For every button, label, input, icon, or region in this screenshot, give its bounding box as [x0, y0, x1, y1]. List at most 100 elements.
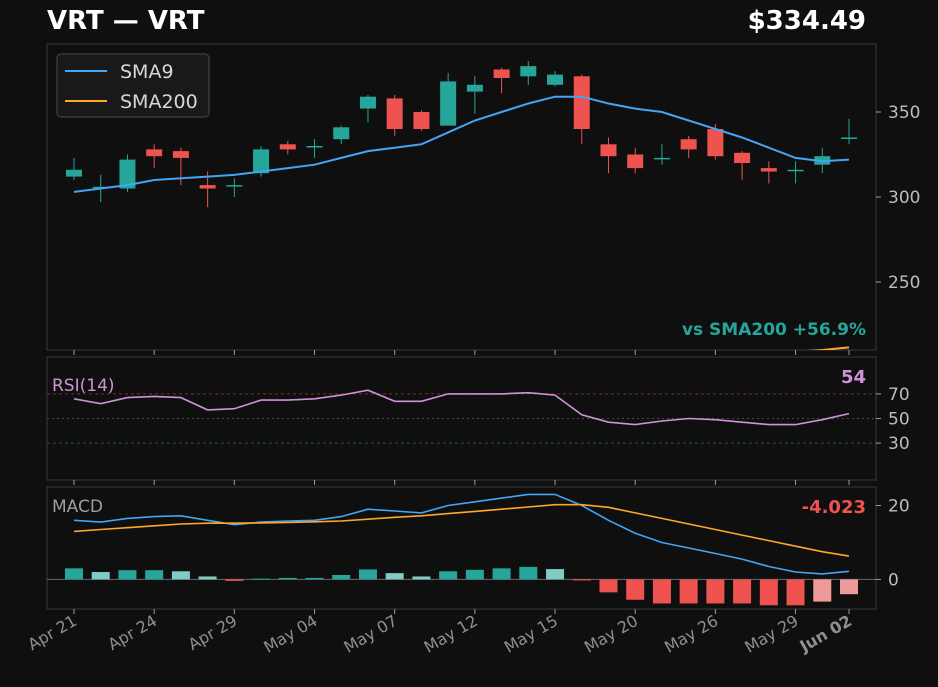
candle — [386, 95, 403, 136]
rsi-panel: 30 50 70 RSI(14) 54 — [46, 356, 910, 481]
macd-histogram-bar — [519, 566, 538, 580]
candle-body — [653, 157, 670, 160]
rsi-ytick-label: 30 — [888, 434, 910, 454]
macd-histogram-bar — [118, 570, 137, 580]
date-tick-label: May 12 — [421, 611, 481, 657]
candle-body — [734, 152, 751, 163]
candle — [226, 178, 243, 197]
date-tick-label: Jun 02 — [796, 611, 855, 656]
macd-ytick-label: 20 — [888, 496, 910, 516]
candle — [734, 151, 751, 180]
candle-body — [600, 144, 617, 157]
candle — [547, 71, 564, 87]
price-ytick-label: 250 — [888, 273, 920, 293]
candle-body — [119, 159, 136, 189]
candle — [146, 144, 163, 169]
candle-body — [440, 81, 457, 126]
rsi-panel-frame — [46, 356, 877, 481]
macd-histogram-bar — [759, 579, 778, 606]
candle — [440, 72, 457, 126]
macd-histogram-bar — [358, 569, 377, 580]
macd-histogram-bar — [171, 571, 190, 580]
sma200-annotation: vs SMA200 +56.9% — [682, 320, 866, 340]
date-tick-label: May 07 — [341, 611, 401, 657]
macd-histogram-bar — [679, 579, 698, 604]
macd-histogram-bar — [65, 568, 83, 580]
candle — [841, 118, 857, 145]
macd-histogram-bar — [733, 579, 752, 604]
macd-histogram-bar — [145, 570, 164, 580]
candle — [306, 139, 323, 158]
macd-current: -4.023 — [802, 497, 866, 518]
macd-histogram-bar — [840, 579, 858, 595]
candle — [333, 125, 350, 145]
candle-body — [493, 69, 510, 78]
candle-body — [841, 137, 857, 139]
candle — [359, 95, 376, 123]
macd-histogram-bar — [225, 579, 244, 581]
candle-body — [707, 129, 724, 157]
candle-body — [333, 127, 350, 140]
date-tick-label: Apr 29 — [185, 611, 241, 654]
rsi-line — [73, 389, 850, 426]
macd-histogram-bar — [439, 571, 458, 580]
macd-histogram-bar — [492, 568, 511, 580]
candle-body — [760, 168, 777, 172]
candle — [760, 161, 777, 184]
price-ytick-label: 350 — [888, 103, 920, 123]
candle — [520, 61, 537, 85]
macd-panel: 0 20 MACD -4.023 — [46, 486, 910, 610]
macd-histogram-bar — [198, 576, 217, 580]
macd-panel-frame — [46, 486, 877, 610]
legend-label: SMA9 — [120, 61, 174, 83]
candle-body — [573, 76, 590, 129]
candle — [279, 140, 296, 155]
date-tick-label: Apr 21 — [24, 611, 80, 654]
sma9-line — [73, 95, 850, 193]
candle — [413, 110, 430, 131]
rsi-label: RSI(14) — [52, 376, 115, 396]
macd-ytick-label: 0 — [888, 570, 899, 590]
date-tick-label: May 15 — [501, 611, 561, 657]
candle-body — [413, 112, 430, 129]
macd-histogram-bar — [626, 579, 645, 600]
legend: SMA9 SMA200 — [56, 53, 210, 118]
date-tick-label: May 29 — [741, 611, 801, 657]
candle-body — [787, 169, 804, 172]
macd-label: MACD — [52, 497, 103, 517]
rsi-current: 54 — [841, 367, 866, 388]
date-tick-label: May 04 — [260, 611, 320, 657]
candle — [787, 161, 804, 184]
macd-histogram-bar — [465, 569, 484, 580]
macd-histogram-bar — [385, 573, 404, 580]
candle — [653, 144, 670, 165]
candle-body — [680, 139, 697, 150]
rsi-ytick-label: 50 — [888, 410, 910, 430]
candle-body — [306, 146, 323, 148]
candle — [466, 76, 483, 114]
chart-title: VRT — VRT — [47, 6, 205, 36]
candle-body — [146, 149, 163, 157]
price-ytick-label: 300 — [888, 188, 920, 208]
candle — [600, 137, 617, 174]
candle-body — [66, 169, 82, 177]
current-price: $334.49 — [747, 6, 866, 36]
macd-histogram-bar — [813, 579, 832, 602]
candle — [627, 147, 644, 174]
macd-histogram-bar — [599, 579, 618, 593]
macd-histogram-bar — [546, 569, 565, 580]
macd-histogram-bar — [91, 572, 110, 580]
candle-body — [279, 144, 296, 150]
rsi-ytick-label: 70 — [888, 385, 910, 405]
candle — [66, 157, 82, 180]
candle-body — [386, 98, 403, 129]
macd-histogram-bar — [706, 579, 725, 604]
macd-histogram-bar — [305, 577, 324, 580]
candle-body — [172, 151, 189, 158]
candle-body — [226, 185, 243, 187]
legend-label: SMA200 — [120, 91, 198, 113]
date-tick-label: Apr 24 — [105, 611, 161, 654]
candle-body — [627, 154, 644, 169]
candle-body — [520, 66, 537, 77]
